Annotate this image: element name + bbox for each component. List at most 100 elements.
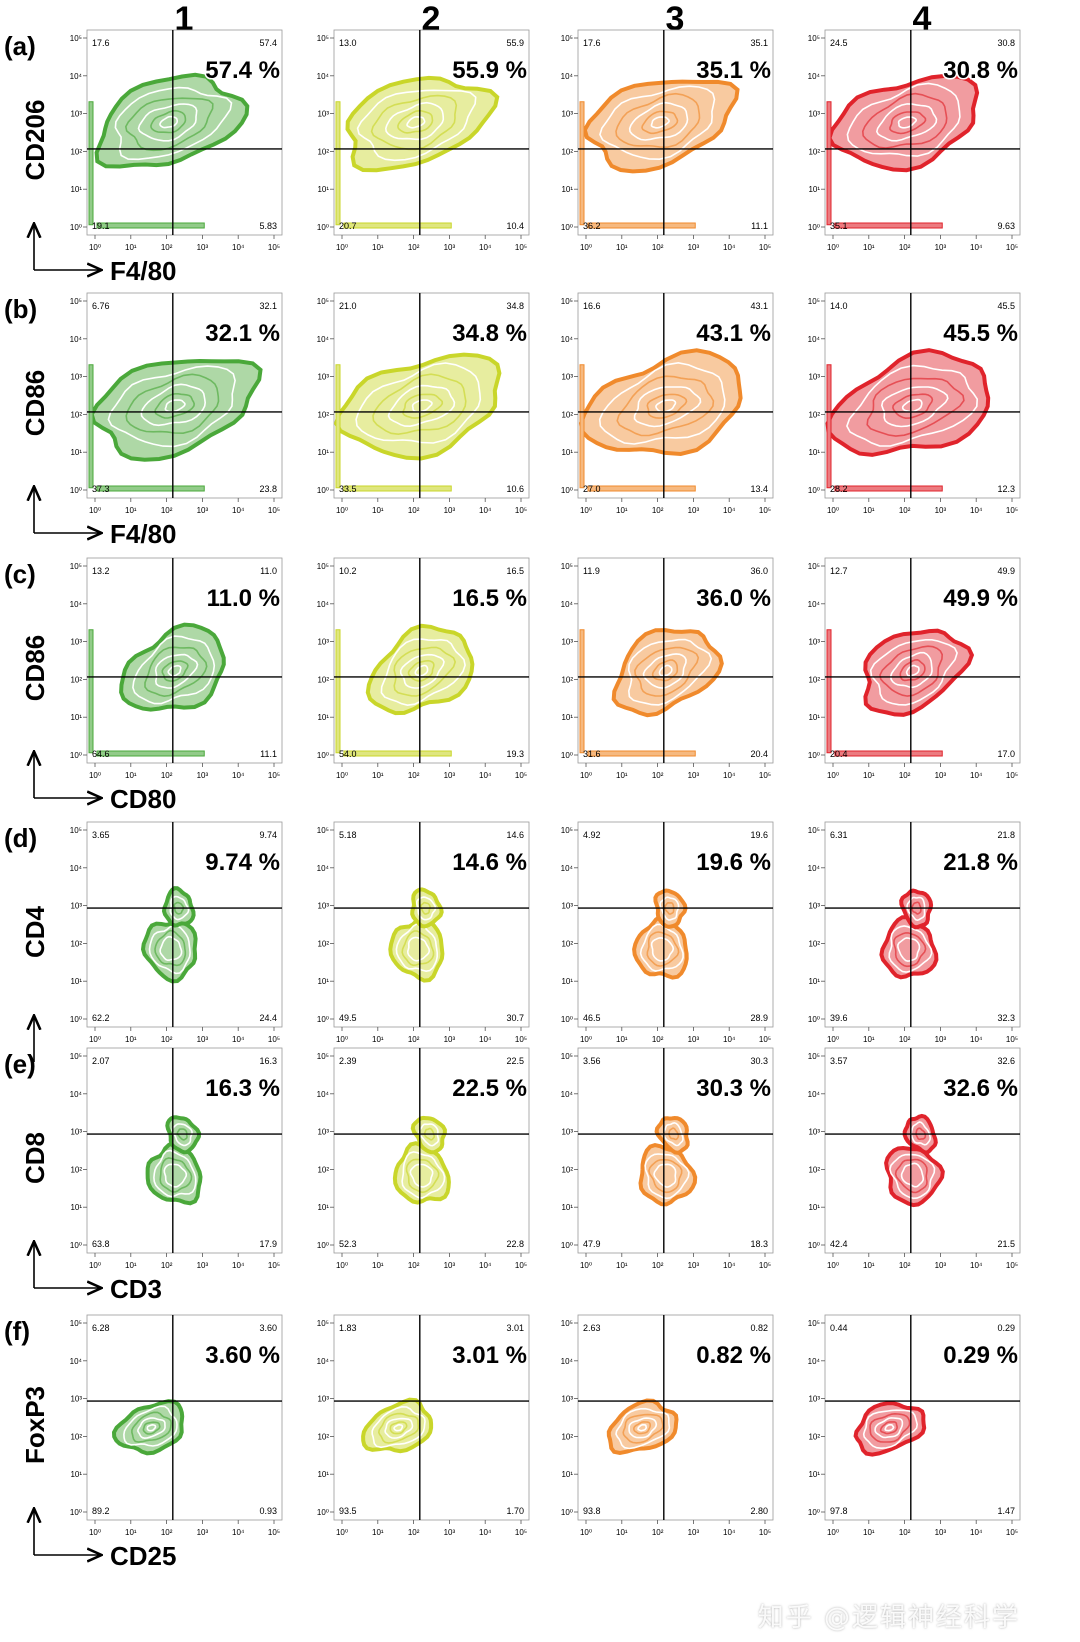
- y-tick-label: 10¹: [70, 1470, 82, 1479]
- population-contour-inner: [136, 1417, 166, 1440]
- axis-events: [88, 101, 94, 226]
- x-tick-label: 10⁵: [1006, 1528, 1018, 1537]
- axis-events: [834, 222, 943, 229]
- y-tick-label: 10⁰: [561, 1508, 573, 1517]
- population-contour-inner: [131, 1411, 172, 1443]
- panel-grid: (a) CD206 F4/80 10⁰ 10⁰ 10¹ 10¹ 10² 10² 10³ 10³ 10⁴…: [4, 29, 1021, 1571]
- y-axis-label: CD8: [20, 1132, 50, 1184]
- population-contour-inner: [894, 1158, 928, 1194]
- quadrant-value-ul: 11.9: [583, 566, 600, 576]
- population-contour-inner: [650, 937, 675, 962]
- highlight-percentage: 19.6 %: [696, 849, 771, 876]
- x-tick-label: 10⁰: [336, 506, 348, 515]
- y-tick-label: 10⁴: [317, 600, 330, 609]
- plot-b-4: 10⁰ 10⁰ 10¹ 10¹ 10² 10² 10³ 10³ 10⁴ 10⁴ 10⁵ 10⁵ 14.0…: [808, 292, 1021, 515]
- quadrant-value-lr: 9.63: [997, 221, 1015, 231]
- x-tick-label: 10¹: [372, 243, 384, 252]
- axis-events: [96, 222, 205, 229]
- y-tick-label: 10²: [70, 1432, 82, 1441]
- panel-label: (f): [4, 1316, 30, 1346]
- y-tick-label: 10¹: [70, 713, 82, 722]
- quadrant-value-ul: 24.5: [830, 38, 848, 48]
- quadrant-value-ur: 0.82: [750, 1323, 768, 1333]
- population-contour-inner: [370, 94, 458, 151]
- highlight-percentage: 30.8 %: [943, 57, 1018, 84]
- population-contour-inner: [897, 116, 918, 129]
- highlight-percentage: 21.8 %: [943, 849, 1018, 876]
- highlight-percentage: 30.3 %: [696, 1075, 771, 1102]
- quadrant-value-ll: 47.9: [583, 1239, 601, 1249]
- population-contour-outer: [94, 72, 250, 169]
- quadrant-value-ul: 2.07: [92, 1056, 110, 1066]
- x-tick-label: 10⁵: [515, 1528, 527, 1537]
- x-tick-label: 10⁴: [970, 1261, 983, 1270]
- population-contour-inner: [146, 1423, 157, 1432]
- y-tick-label: 10⁰: [70, 1015, 82, 1024]
- x-tick-label: 10²: [161, 1035, 173, 1044]
- population-contour-inner: [648, 1159, 683, 1194]
- quadrant-value-ul: 2.63: [583, 1323, 601, 1333]
- y-tick-label: 10⁵: [561, 34, 573, 43]
- y-tick-label: 10¹: [317, 713, 329, 722]
- quadrant-value-lr: 12.3: [997, 484, 1015, 494]
- quadrant-value-ur: 55.9: [506, 38, 524, 48]
- quadrant-value-lr: 0.93: [259, 1506, 277, 1516]
- x-tick-label: 10²: [161, 506, 173, 515]
- x-tick-label: 10²: [161, 771, 173, 780]
- population-contour-inner: [416, 896, 437, 921]
- population-contour-outer: [863, 628, 975, 717]
- x-tick-label: 10²: [899, 1261, 911, 1270]
- x-tick-label: 10⁰: [580, 506, 592, 515]
- y-tick-label: 10⁴: [808, 335, 821, 344]
- x-tick-label: 10¹: [372, 1528, 384, 1537]
- population-contour-inner: [393, 1424, 404, 1432]
- x-tick-label: 10¹: [125, 1035, 137, 1044]
- panel-label: (b): [4, 294, 37, 324]
- population-contour-inner: [418, 1123, 440, 1147]
- quadrant-value-ul: 3.65: [92, 830, 110, 840]
- quadrant-value-ll: 33.5: [339, 484, 357, 494]
- x-tick-label: 10³: [197, 771, 209, 780]
- x-tick-label: 10⁵: [1006, 771, 1018, 780]
- x-tick-label: 10¹: [616, 1035, 628, 1044]
- y-tick-label: 10⁰: [317, 751, 329, 760]
- y-tick-label: 10⁰: [317, 1508, 329, 1517]
- population-contour-inner: [397, 109, 434, 134]
- quadrant-value-ul: 3.56: [583, 1056, 601, 1066]
- x-tick-label: 10²: [408, 1035, 420, 1044]
- population-contour-inner: [644, 1153, 690, 1200]
- axis-events: [826, 629, 832, 754]
- quadrant-value-ur: 19.6: [750, 830, 768, 840]
- quadrant-value-ur: 43.1: [750, 301, 768, 311]
- population-contour-inner: [377, 1412, 420, 1444]
- population-contour-inner: [144, 646, 208, 698]
- y-tick-label: 10⁵: [317, 34, 329, 43]
- y-tick-label: 10⁵: [561, 1052, 573, 1061]
- population-contour-inner: [897, 937, 921, 962]
- y-tick-label: 10²: [317, 147, 329, 156]
- population-contour-inner: [406, 115, 426, 129]
- panel-row-c: (c)CD86CD8010⁰10⁰10¹10¹10²10²10³10³10⁴10…: [4, 557, 1021, 814]
- population-contour-inner: [598, 361, 726, 445]
- plot-f-2: 10⁰ 10⁰ 10¹ 10¹ 10² 10² 10³ 10³ 10⁴ 10⁴ 10⁵ 10⁵ 1.83…: [317, 1314, 530, 1537]
- y-tick-label: 10¹: [561, 448, 573, 457]
- x-tick-label: 10⁵: [515, 243, 527, 252]
- y-tick-label: 10³: [808, 638, 820, 647]
- x-tick-label: 10¹: [372, 506, 384, 515]
- y-tick-label: 10¹: [808, 1470, 820, 1479]
- quadrant-value-ul: 6.31: [830, 830, 848, 840]
- x-tick-label: 10³: [935, 506, 947, 515]
- quadrant-value-ul: 14.0: [830, 301, 848, 311]
- y-tick-label: 10¹: [808, 185, 820, 194]
- quadrant-value-ll: 93.5: [339, 1506, 357, 1516]
- quadrant-value-ul: 13.2: [92, 566, 110, 576]
- population-contour-inner: [639, 923, 684, 972]
- population-contour-inner: [150, 109, 187, 134]
- x-tick-label: 10⁰: [89, 1528, 101, 1537]
- highlight-percentage: 35.1 %: [696, 57, 771, 84]
- x-tick-label: 10⁵: [268, 243, 280, 252]
- quadrant-value-lr: 21.5: [997, 1239, 1015, 1249]
- y-tick-label: 10³: [70, 373, 82, 382]
- population-contour-inner: [599, 85, 716, 161]
